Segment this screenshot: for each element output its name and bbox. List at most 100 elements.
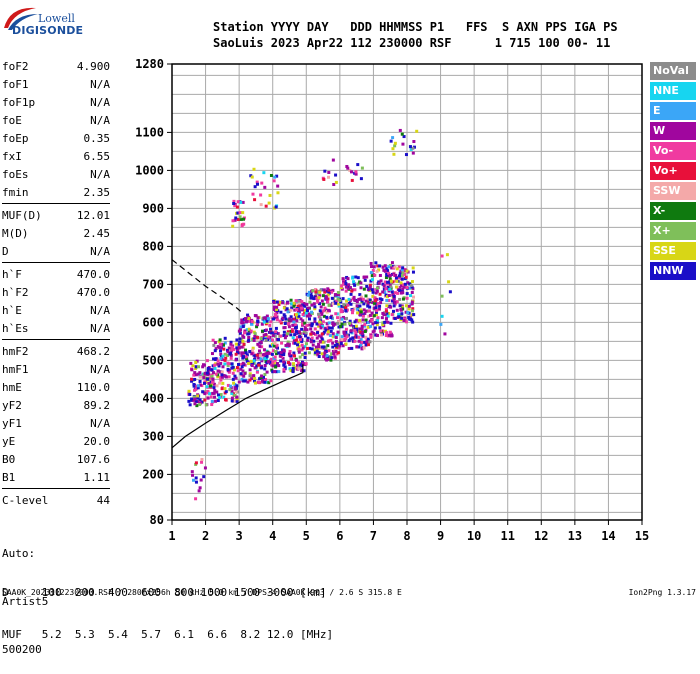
echo-point: [248, 368, 252, 372]
echo-point: [408, 286, 412, 290]
echo-point: [388, 287, 392, 291]
x-tick-label: 3: [236, 529, 243, 543]
echo-point: [234, 352, 238, 356]
echo-point: [274, 365, 278, 369]
echo-point: [334, 301, 338, 305]
echo-point: [272, 305, 276, 309]
echo-point: [311, 343, 315, 347]
echo-point: [319, 335, 323, 339]
logo-swoosh-icon: [4, 7, 38, 30]
echo-point: [320, 312, 324, 316]
echo-point: [235, 346, 239, 350]
echo-point: [359, 310, 363, 314]
echo-point: [393, 141, 397, 145]
echo-point: [362, 287, 366, 291]
echo-point: [322, 177, 326, 181]
echo-point: [410, 285, 414, 289]
echo-point: [371, 278, 375, 282]
echo-point: [327, 291, 331, 295]
echo-point: [373, 273, 377, 277]
echo-point: [357, 335, 361, 339]
echo-point: [375, 334, 379, 338]
param-value: 2.35: [83, 186, 111, 199]
echo-point: [262, 320, 266, 324]
echo-point: [391, 299, 395, 303]
echo-point: [264, 328, 268, 332]
echo-point: [216, 398, 220, 402]
echo-point: [383, 280, 387, 284]
echo-point: [205, 385, 209, 389]
echo-point: [218, 381, 222, 385]
echo-point: [252, 167, 256, 171]
echo-point: [357, 345, 361, 349]
echo-point: [194, 373, 198, 377]
echo-point: [315, 349, 319, 353]
echo-point: [290, 319, 294, 323]
echo-point: [319, 288, 323, 292]
echo-point: [288, 367, 292, 371]
echo-point: [303, 356, 307, 360]
echo-point: [310, 322, 314, 326]
echo-point: [401, 307, 405, 311]
echo-point: [393, 302, 397, 306]
echo-point: [316, 352, 320, 356]
echo-point: [187, 399, 191, 403]
param-value: 20.0: [83, 435, 111, 448]
y-tick-label: 1280: [135, 57, 164, 71]
echo-point: [384, 320, 388, 324]
echo-point: [327, 303, 331, 307]
echo-point: [382, 312, 386, 316]
echo-point: [196, 372, 200, 376]
echo-point: [302, 369, 306, 373]
echo-point: [330, 352, 334, 356]
echo-point: [255, 337, 259, 341]
echo-point: [342, 282, 346, 286]
param-row: C-level 44: [2, 492, 110, 510]
echo-point: [387, 271, 391, 275]
echo-point: [333, 322, 337, 326]
echo-point: [190, 377, 194, 381]
echo-point: [330, 326, 334, 330]
param-row: hmF1 N/A: [2, 361, 110, 379]
echo-point: [320, 345, 324, 349]
echo-point: [358, 293, 362, 297]
echo-point: [190, 379, 194, 383]
echo-point: [349, 292, 353, 296]
echo-point: [333, 300, 337, 304]
echo-point: [382, 284, 386, 288]
echo-point: [355, 345, 359, 349]
echo-point: [262, 171, 266, 175]
param-key: h`F2: [2, 286, 29, 299]
param-value: N/A: [90, 96, 110, 109]
param-row: B0 107.6: [2, 451, 110, 469]
logo-text-lowell: Lowell: [38, 12, 75, 25]
echo-point: [212, 357, 216, 361]
echo-point: [285, 334, 289, 338]
echo-point: [348, 168, 352, 172]
echo-point: [314, 290, 318, 294]
echo-point: [313, 327, 317, 331]
echo-point: [410, 302, 414, 306]
echo-point: [274, 349, 278, 353]
echo-point: [411, 320, 415, 324]
echo-point: [406, 281, 410, 285]
echo-point: [344, 289, 348, 293]
echo-point: [343, 322, 347, 326]
echo-point: [288, 317, 292, 321]
echo-point: [301, 319, 305, 323]
echo-point: [288, 350, 292, 354]
echo-point: [204, 403, 208, 407]
echo-point: [242, 355, 246, 359]
echo-point: [392, 264, 396, 268]
param-row: h`E N/A: [2, 302, 110, 320]
echo-point: [309, 296, 313, 300]
echo-point: [295, 335, 299, 339]
echo-point: [291, 323, 295, 327]
param-value: N/A: [90, 363, 110, 376]
echo-point: [210, 374, 214, 378]
echo-point: [317, 334, 321, 338]
echo-point: [305, 314, 309, 318]
echo-point: [302, 345, 306, 349]
echo-point: [275, 318, 279, 322]
echo-point: [320, 299, 324, 303]
